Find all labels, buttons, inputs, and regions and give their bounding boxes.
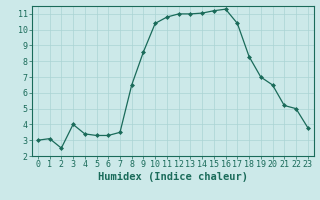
- X-axis label: Humidex (Indice chaleur): Humidex (Indice chaleur): [98, 172, 248, 182]
